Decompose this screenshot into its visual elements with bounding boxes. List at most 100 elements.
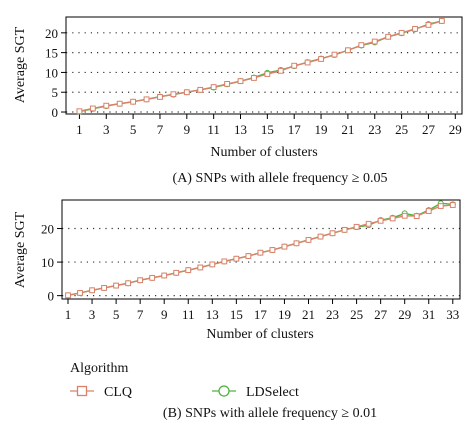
panel-b-clq-point — [149, 274, 156, 281]
panel-b-series — [65, 200, 456, 299]
panel-a-clq-point — [183, 89, 190, 96]
legend-clq-label: CLQ — [104, 385, 132, 400]
legend-item-ldselect: LDSelect — [212, 385, 299, 400]
panel-a-grid — [66, 32, 462, 113]
panel-a-ylabel: Average SGT — [13, 26, 28, 103]
panel-b-xtick-label: 21 — [302, 307, 315, 322]
panel-a-ytick-label: 15 — [45, 46, 58, 61]
panel-a-xtick-label: 3 — [103, 122, 110, 137]
panel-b-xtick-label: 19 — [278, 307, 291, 322]
panel-a-clq-point — [304, 59, 311, 66]
panel-a-clq-point — [358, 42, 365, 49]
panel-b-xtick-label: 13 — [206, 307, 219, 322]
panel-b-xtick-label: 11 — [182, 307, 195, 322]
panel-b-clq-point — [209, 261, 216, 268]
panel-a-clq-point — [385, 33, 392, 40]
panel-b-clq-point — [281, 243, 288, 250]
panel-a-xtick-label: 11 — [207, 122, 220, 137]
panel-b-clq-point — [185, 267, 192, 274]
panel-b-clq-point — [365, 220, 372, 227]
panel-b-clq-point — [305, 237, 312, 243]
panel-b-clq-point — [125, 280, 132, 287]
panel-b-clq-point — [77, 290, 83, 296]
panel-b-xtick-label: 3 — [89, 307, 96, 322]
panel-a-xtick-label: 19 — [315, 122, 328, 137]
panel-b-xtick-label: 27 — [374, 307, 388, 322]
panel-b-clq-point — [341, 226, 348, 233]
panel-a-series — [76, 17, 445, 115]
panel-a-clq-point — [251, 75, 257, 81]
panel-b-xtick-label: 9 — [161, 307, 168, 322]
panel-a-clq-point — [237, 78, 244, 85]
panel-a-xtick-label: 7 — [157, 122, 164, 137]
panel-a-clq-point — [116, 100, 123, 107]
panel-a-clq-line — [79, 20, 443, 112]
panel-b-xtick-label: 1 — [65, 307, 72, 322]
panel-a-clq-point — [89, 105, 96, 112]
panel-a-xtick-label: 21 — [341, 122, 354, 137]
panel-b-clq-point — [269, 247, 276, 253]
panel-a-xtick-label: 13 — [234, 122, 247, 137]
panel-b-clq-point — [377, 217, 384, 224]
panel-a-clq-point — [103, 102, 110, 109]
panel-b-clq-point — [245, 253, 252, 259]
panel-a-ytick-label: 20 — [45, 26, 58, 41]
panel-b-ylabel: Average SGT — [13, 211, 28, 288]
panel-a-xtick-label: 15 — [261, 122, 274, 137]
panel-a-clq-point — [76, 108, 83, 115]
panel-b-xtick-label: 7 — [137, 307, 144, 322]
panel-a-clq-point — [398, 29, 405, 36]
panel-b-clq-point — [389, 215, 396, 222]
panel-a-clq-point — [344, 47, 351, 54]
panel-a-caption: (A) SNPs with allele frequency ≥ 0.05 — [173, 171, 388, 186]
panel-b-clq-point — [101, 285, 107, 291]
panel-b-clq-point — [113, 282, 120, 289]
panel-b-clq-point — [137, 277, 144, 284]
panel-a-xtick-label: 27 — [422, 122, 436, 137]
panel-b-clq-point — [173, 269, 180, 276]
panel-a-ytick-label: 0 — [52, 105, 59, 120]
panel-a-clq-point — [130, 98, 137, 105]
panel-b-ytick-label: 0 — [48, 289, 55, 304]
panel-b-xtick-label: 15 — [230, 307, 243, 322]
panel-a-clq-point — [291, 62, 298, 69]
panel-b-clq-point — [317, 233, 324, 240]
panel-a-clq-point — [371, 38, 378, 45]
panel-a-xtick-label: 25 — [395, 122, 408, 137]
panel-b-caption: (B) SNPs with allele frequency ≥ 0.01 — [163, 406, 377, 421]
panel-b-clq-point — [233, 255, 240, 262]
panel-a-clq-point — [264, 71, 271, 77]
legend-title: Algorithm — [70, 361, 128, 376]
panel-b-xtick-label: 33 — [446, 307, 459, 322]
panel-b-xtick-label: 25 — [350, 307, 363, 322]
panel-b-clq-point — [437, 203, 444, 209]
panel-b-xtick-label: 17 — [254, 307, 268, 322]
panel-a-xtick-label: 9 — [184, 122, 191, 137]
panel-a-clq-point — [438, 18, 445, 24]
legend-item-clq: CLQ — [70, 385, 132, 400]
panel-b-clq-point — [401, 212, 408, 219]
panel-a-clq-point — [157, 94, 163, 100]
panel-a-clq-point — [331, 51, 338, 58]
panel-a-ytick-label: 5 — [52, 85, 59, 100]
panel-b-ytick-label: 10 — [41, 255, 54, 270]
panel-b-xlabel: Number of clusters — [206, 327, 313, 342]
panel-a-xtick-label: 1 — [76, 122, 83, 137]
panel-a-ytick-label: 10 — [45, 65, 58, 80]
panel-b-clq-point — [413, 213, 420, 220]
panel-a-clq-point — [425, 22, 432, 28]
panel-a-frame — [65, 16, 463, 115]
panel-a-clq-point — [210, 84, 217, 90]
panel-b-clq-point — [221, 258, 228, 265]
panel-a-xtick-label: 29 — [449, 122, 462, 137]
panel-b-clq-point — [425, 208, 432, 214]
panel-a-clq-point — [412, 25, 418, 32]
panel-b-clq-point — [353, 223, 360, 230]
panel-b-clq-point — [449, 202, 456, 208]
panel-b-clq-point — [161, 272, 168, 279]
panel-b-clq-point — [257, 249, 264, 256]
